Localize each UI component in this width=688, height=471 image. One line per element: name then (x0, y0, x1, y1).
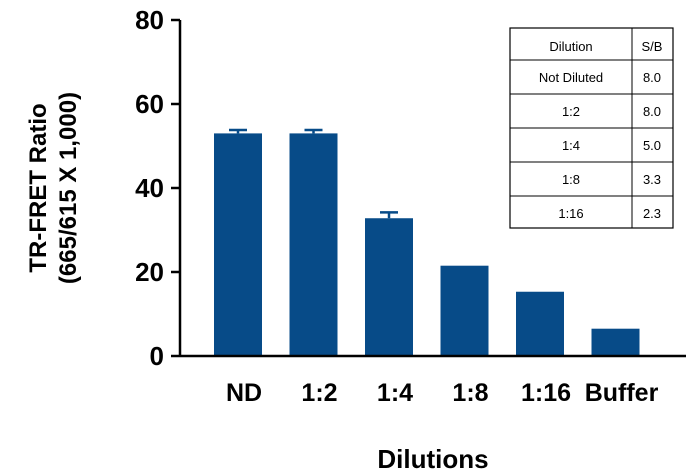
table-cell-sb: 2.3 (643, 206, 661, 221)
y-axis-title-line1: TR-FRET Ratio (25, 103, 52, 272)
x-tick-label-4: 1:16 (521, 379, 571, 407)
sb-table: Dilution S/B Not Diluted 8.0 1:2 8.0 1:4 5.0 1… (509, 27, 674, 229)
x-axis-title: Dilutions (377, 444, 488, 471)
bar-3 (440, 265, 489, 356)
x-tick-label-1: 1:2 (301, 379, 337, 407)
bar-2 (365, 218, 413, 356)
table-cell-sb: 8.0 (643, 104, 661, 119)
table-cell-sb: 3.3 (643, 172, 661, 187)
x-tick-label-2: 1:4 (377, 379, 413, 407)
x-tick-label-5: Buffer (585, 379, 659, 407)
table-cell-dilution: 1:8 (562, 172, 580, 187)
bars-layer (214, 133, 640, 356)
bar-4 (516, 291, 564, 356)
y-ticks-layer: 0 20 40 60 80 (135, 5, 180, 371)
bar-1 (289, 133, 338, 356)
table-cell-sb: 8.0 (643, 70, 661, 85)
y-tick-label: 20 (135, 257, 164, 287)
error-bars-layer (229, 128, 398, 219)
x-tick-label-0: ND (226, 379, 262, 407)
table-cell-sb: 5.0 (643, 138, 661, 153)
y-tick-label: 80 (135, 5, 164, 35)
y-axis-title-line2: (665/615 X 1,000) (55, 92, 82, 284)
x-tick-label-3: 1:8 (452, 379, 488, 407)
y-tick-label: 0 (150, 341, 164, 371)
table-cell-dilution: 1:16 (558, 206, 583, 221)
table-cell-dilution: Not Diluted (539, 70, 603, 85)
bar-0 (214, 133, 262, 356)
y-tick-label: 40 (135, 173, 164, 203)
table-rows: Not Diluted 8.0 1:2 8.0 1:4 5.0 1:8 3.3 1:16 2.3 (510, 59, 673, 221)
table-header-sb: S/B (642, 39, 663, 54)
table-cell-dilution: 1:2 (562, 104, 580, 119)
table-header-dilution: Dilution (549, 39, 592, 54)
table-cell-dilution: 1:4 (562, 138, 580, 153)
x-tick-labels-layer: ND 1:2 1:4 1:8 1:16 Buffer (226, 379, 659, 407)
bar-5 (591, 328, 640, 356)
y-tick-label: 60 (135, 89, 164, 119)
